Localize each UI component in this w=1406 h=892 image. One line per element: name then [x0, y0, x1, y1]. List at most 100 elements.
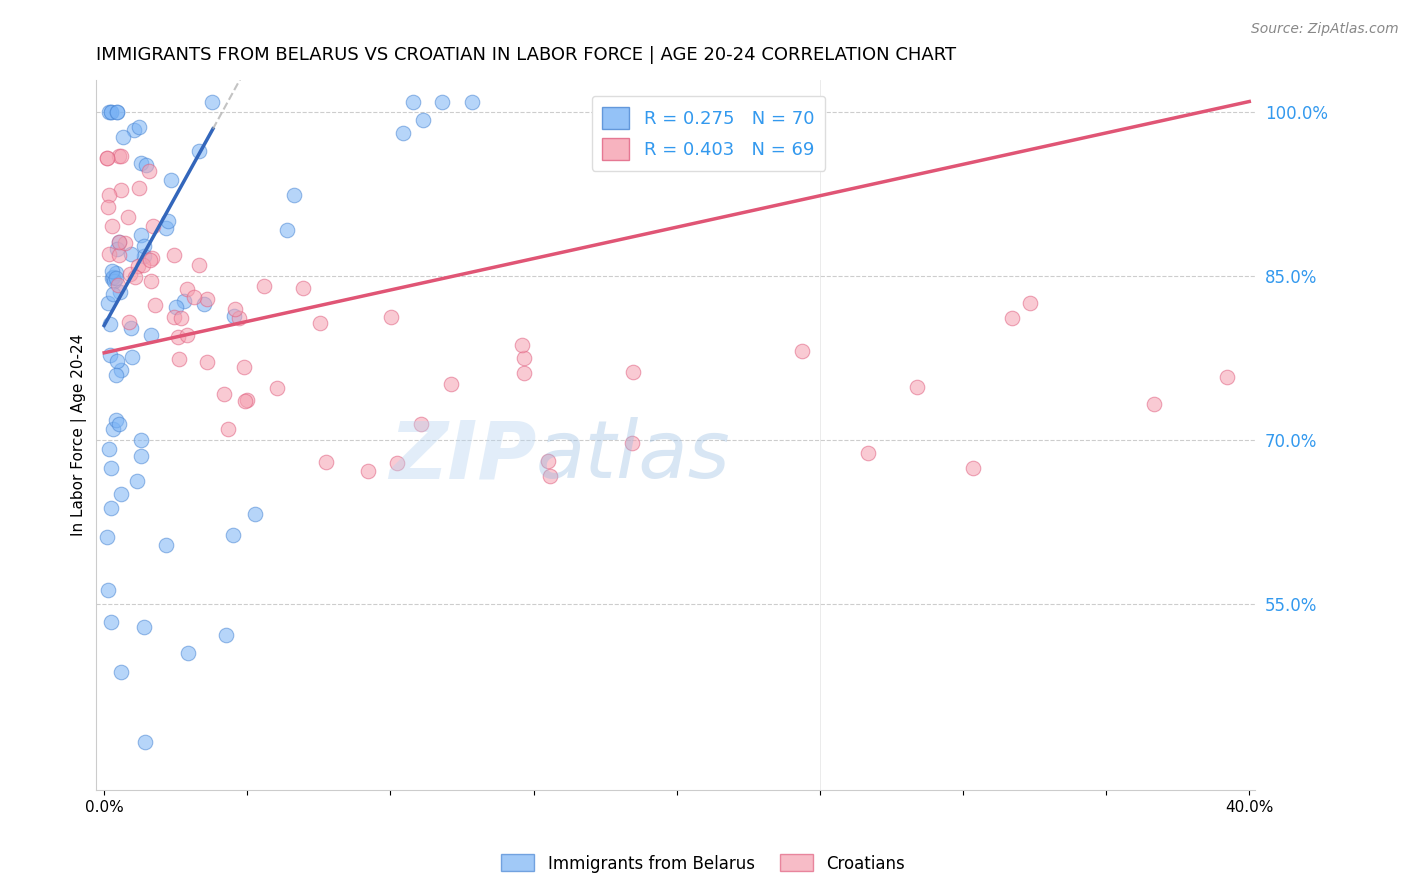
Point — [1019, 296, 1042, 310]
Point — [430, 95, 453, 109]
Point — [118, 267, 141, 281]
Point — [98, 317, 121, 331]
Point — [101, 270, 124, 285]
Point — [409, 417, 432, 432]
Point — [315, 455, 337, 469]
Text: ZIP: ZIP — [389, 417, 536, 495]
Point — [512, 366, 534, 380]
Point — [128, 181, 150, 195]
Point — [100, 219, 122, 233]
Point — [110, 665, 132, 679]
Point — [513, 351, 536, 366]
Point — [1001, 310, 1024, 325]
Point — [222, 528, 245, 542]
Point — [232, 359, 254, 374]
Point — [228, 310, 250, 325]
Text: Source: ZipAtlas.com: Source: ZipAtlas.com — [1251, 22, 1399, 37]
Point — [1142, 397, 1164, 411]
Point — [100, 348, 122, 362]
Point — [538, 469, 561, 483]
Point — [124, 123, 146, 137]
Point — [173, 293, 195, 308]
Point — [100, 461, 122, 475]
Point — [283, 188, 305, 202]
Point — [103, 274, 125, 288]
Point — [402, 95, 425, 109]
Point — [103, 287, 125, 301]
Point — [121, 351, 143, 365]
Point — [156, 213, 179, 227]
Point — [233, 393, 256, 408]
Point — [266, 381, 288, 395]
Point — [222, 309, 245, 323]
Point — [101, 270, 124, 285]
Point — [621, 365, 644, 379]
Text: atlas: atlas — [536, 417, 731, 495]
Point — [97, 200, 120, 214]
Point — [510, 338, 533, 352]
Point — [105, 105, 128, 120]
Point — [105, 368, 128, 382]
Point — [96, 530, 118, 544]
Point — [98, 247, 121, 261]
Point — [537, 454, 560, 468]
Point — [200, 95, 222, 109]
Point — [176, 282, 198, 296]
Point — [96, 152, 118, 166]
Point — [176, 328, 198, 343]
Point — [97, 296, 120, 310]
Text: IMMIGRANTS FROM BELARUS VS CROATIAN IN LABOR FORCE | AGE 20-24 CORRELATION CHART: IMMIGRANTS FROM BELARUS VS CROATIAN IN L… — [96, 46, 956, 64]
Point — [620, 436, 643, 450]
Point — [105, 105, 128, 120]
Point — [188, 259, 211, 273]
Point — [129, 227, 152, 242]
Point — [129, 156, 152, 170]
Point — [193, 297, 215, 311]
Point — [155, 538, 177, 552]
Point — [110, 363, 132, 377]
Point — [108, 235, 131, 249]
Point — [110, 487, 132, 501]
Point — [108, 248, 131, 262]
Point — [132, 258, 155, 272]
Point — [128, 120, 150, 135]
Point — [125, 475, 148, 489]
Point — [169, 352, 191, 367]
Point — [215, 628, 238, 642]
Point — [97, 442, 120, 456]
Point — [141, 327, 163, 342]
Point — [105, 271, 128, 285]
Point — [224, 301, 246, 316]
Point — [97, 583, 120, 598]
Point — [132, 249, 155, 263]
Point — [129, 433, 152, 447]
Point — [155, 220, 177, 235]
Point — [96, 152, 118, 166]
Point — [124, 269, 146, 284]
Point — [107, 417, 129, 431]
Point — [356, 464, 378, 478]
Point — [253, 279, 276, 293]
Point — [412, 112, 434, 127]
Point — [385, 456, 408, 470]
Point — [165, 301, 187, 315]
Point — [105, 266, 128, 280]
Point — [143, 298, 166, 312]
Point — [236, 392, 259, 407]
Point — [217, 421, 239, 435]
Point — [141, 251, 163, 265]
Point — [120, 247, 142, 261]
Point — [177, 646, 200, 660]
Point — [195, 292, 218, 306]
Point — [108, 285, 131, 300]
Point — [110, 183, 132, 197]
Point — [167, 330, 190, 344]
Point — [141, 275, 163, 289]
Point — [440, 376, 463, 391]
Point — [308, 316, 330, 330]
Point — [131, 449, 153, 463]
Point — [138, 164, 160, 178]
Point — [110, 148, 132, 162]
Point — [1216, 370, 1239, 384]
Point — [97, 105, 120, 120]
